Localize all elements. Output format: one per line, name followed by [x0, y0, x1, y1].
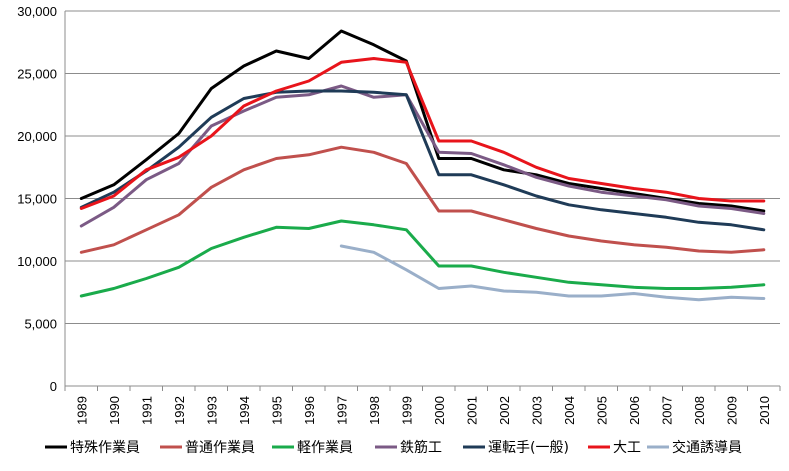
- x-tick-label: 1989: [74, 396, 89, 425]
- y-tick-label: 20,000: [17, 129, 57, 144]
- legend-label: 交通誘導員: [672, 439, 742, 456]
- series-lines: [79, 29, 766, 302]
- series-line-6: [79, 57, 766, 210]
- x-tick-label: 1995: [269, 396, 284, 425]
- legend-label: 軽作業員: [297, 440, 353, 456]
- series-line-3: [79, 219, 766, 298]
- x-tick-label: 1991: [139, 396, 154, 425]
- x-tick-label: 2008: [692, 396, 707, 425]
- x-tick-label: 1990: [107, 396, 122, 425]
- y-tick-label: 30,000: [17, 4, 57, 19]
- x-tick-label: 1996: [302, 396, 317, 425]
- x-tick-label: 1993: [204, 396, 219, 425]
- x-tick-label: 2010: [757, 396, 772, 425]
- x-tick-label: 2000: [432, 396, 447, 425]
- series-line-7: [339, 244, 766, 302]
- x-tick-label: 1999: [399, 396, 414, 425]
- x-tick-label: 1998: [367, 396, 382, 425]
- series-line-5: [79, 89, 766, 232]
- x-tick-label: 2003: [529, 396, 544, 425]
- series-line-1: [79, 29, 766, 213]
- x-tick-label: 2002: [497, 396, 512, 425]
- x-axis-ticks: 1989 1990 1991 1992 1993 1994 1995 1996 1997 1998…: [74, 396, 772, 425]
- legend-label: 普通作業員: [185, 440, 255, 456]
- x-tick-label: 2006: [627, 396, 642, 425]
- x-tick-label: 1994: [237, 396, 252, 425]
- gridlines: [65, 10, 780, 324]
- x-tick-label: 2005: [594, 396, 609, 425]
- y-tick-label: 10,000: [17, 254, 57, 269]
- x-tick-label: 2007: [659, 396, 674, 425]
- x-tick-label: 1992: [172, 396, 187, 425]
- x-tick-label: 2001: [464, 396, 479, 425]
- y-tick-label: 0: [50, 379, 57, 394]
- y-tick-label: 5,000: [24, 317, 57, 332]
- legend-label: 大工: [613, 440, 641, 456]
- x-tick-label: 1997: [334, 396, 349, 425]
- series-line-2: [79, 145, 766, 254]
- series-line-4: [79, 84, 766, 228]
- legend: 特殊作業員 普通作業員 軽作業員 鉄筋工 運転手(一般) 大工 交通誘導員: [45, 439, 742, 456]
- y-axis-ticks: 0 5,000 10,000 15,000 20,000 25,000 30,000: [17, 4, 57, 394]
- legend-label: 運転手(一般): [488, 440, 569, 456]
- x-axis: [64, 11, 781, 391]
- y-tick-label: 25,000: [17, 67, 57, 82]
- x-tick-label: 2004: [562, 396, 577, 425]
- y-tick-label: 15,000: [17, 192, 57, 207]
- legend-label: 鉄筋工: [400, 439, 442, 456]
- x-tick-label: 2009: [724, 396, 739, 425]
- legend-label: 特殊作業員: [70, 440, 140, 456]
